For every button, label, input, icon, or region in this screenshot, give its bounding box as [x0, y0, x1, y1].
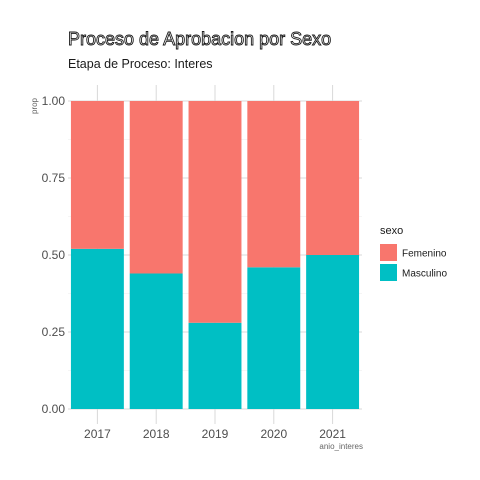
x-tick-label: 2019	[202, 427, 229, 441]
y-tick-label: 1.00	[42, 94, 66, 108]
bar-femenino-2017	[70, 101, 124, 249]
y-tick-label: 0.25	[42, 325, 66, 339]
bar-masculino-2017	[70, 248, 124, 409]
y-axis-title: prop	[30, 97, 39, 114]
legend-label-femenino: Femenino	[402, 249, 447, 260]
x-tick-label: 2021	[319, 427, 346, 441]
y-tick-label: 0.75	[42, 171, 66, 185]
x-tick-label: 2017	[84, 427, 111, 441]
legend-entries: Femenino Masculino	[380, 244, 447, 281]
bar-femenino-2018	[129, 101, 183, 274]
legend-swatch-femenino	[380, 244, 397, 261]
bar-masculino-2021	[306, 255, 360, 409]
legend: sexo Femenino Masculino	[380, 225, 447, 281]
legend-title: sexo	[380, 225, 403, 237]
chart-subtitle: Etapa de Proceso: Interes	[68, 57, 213, 71]
y-axis-ticks: 0.00 0.25 0.50 0.75 1.00	[42, 94, 66, 416]
x-axis-title: anio_interes	[319, 442, 363, 451]
bar-femenino-2019	[188, 101, 242, 323]
y-tick-label: 0.50	[42, 248, 66, 262]
bar-masculino-2020	[247, 267, 301, 409]
legend-swatch-masculino	[380, 264, 397, 281]
x-tick-label: 2020	[260, 427, 287, 441]
chart-title: Proceso de Aprobacion por Sexo	[68, 29, 331, 49]
legend-label-masculino: Masculino	[402, 269, 447, 280]
y-tick-label: 0.00	[42, 402, 66, 416]
bar-femenino-2021	[306, 101, 360, 255]
bar-masculino-2018	[129, 273, 183, 409]
bar-masculino-2019	[188, 322, 242, 409]
bars	[70, 101, 360, 409]
bar-femenino-2020	[247, 101, 301, 268]
x-axis-ticks: 2017 2018 2019 2020 2021	[84, 427, 346, 441]
x-tick-label: 2018	[143, 427, 170, 441]
